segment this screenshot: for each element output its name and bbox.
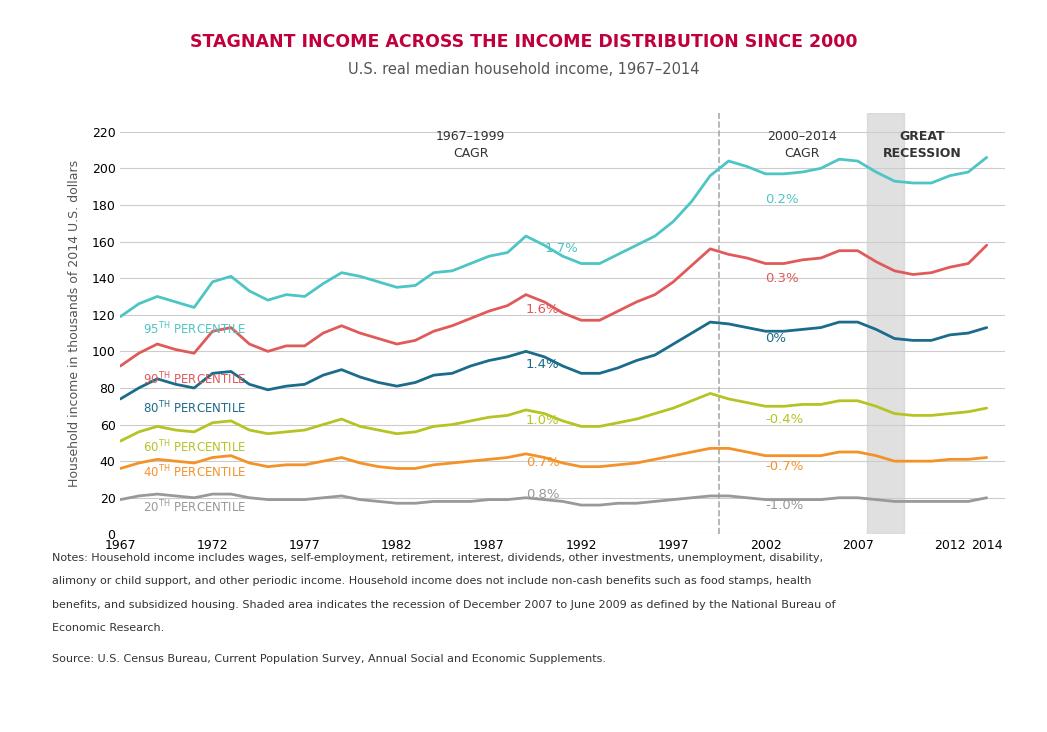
Text: 0%: 0% — [765, 332, 786, 345]
Text: -1.0%: -1.0% — [765, 498, 804, 512]
Text: STAGNANT INCOME ACROSS THE INCOME DISTRIBUTION SINCE 2000: STAGNANT INCOME ACROSS THE INCOME DISTRI… — [190, 33, 857, 51]
Text: Economic Research.: Economic Research. — [52, 623, 164, 633]
Text: 0.7%: 0.7% — [526, 457, 559, 469]
Text: 20$^{\mathsf{TH}}$ PERCENTILE: 20$^{\mathsf{TH}}$ PERCENTILE — [142, 498, 246, 515]
Text: Source: U.S. Census Bureau, Current Population Survey, Annual Social and Economi: Source: U.S. Census Bureau, Current Popu… — [52, 654, 606, 664]
Y-axis label: Household income in thousands of 2014 U.S. dollars: Household income in thousands of 2014 U.… — [68, 160, 81, 488]
Text: 80$^{\mathsf{TH}}$ PERCENTILE: 80$^{\mathsf{TH}}$ PERCENTILE — [142, 400, 246, 417]
Text: 1.6%: 1.6% — [526, 303, 559, 315]
Text: 0.3%: 0.3% — [765, 272, 799, 285]
Text: -0.7%: -0.7% — [765, 460, 804, 473]
Text: GREAT
RECESSION: GREAT RECESSION — [883, 130, 961, 160]
Bar — [867, 113, 904, 534]
Text: 60$^{\mathsf{TH}}$ PERCENTILE: 60$^{\mathsf{TH}}$ PERCENTILE — [142, 438, 246, 455]
Text: U.S. real median household income, 1967–2014: U.S. real median household income, 1967–… — [348, 62, 699, 77]
Text: 95$^{\mathsf{TH}}$ PERCENTILE: 95$^{\mathsf{TH}}$ PERCENTILE — [142, 321, 246, 337]
Text: 40$^{\mathsf{TH}}$ PERCENTILE: 40$^{\mathsf{TH}}$ PERCENTILE — [142, 464, 246, 480]
Text: 90$^{\mathsf{TH}}$ PERCENTILE: 90$^{\mathsf{TH}}$ PERCENTILE — [142, 370, 246, 387]
Text: 0.2%: 0.2% — [765, 193, 799, 206]
Text: 0.8%: 0.8% — [526, 488, 559, 501]
Text: alimony or child support, and other periodic income. Household income does not i: alimony or child support, and other peri… — [52, 576, 811, 586]
Text: benefits, and subsidized housing. Shaded area indicates the recession of Decembe: benefits, and subsidized housing. Shaded… — [52, 600, 836, 610]
Text: 1967–1999
CAGR: 1967–1999 CAGR — [436, 130, 506, 160]
Text: -0.4%: -0.4% — [765, 413, 804, 425]
Text: Notes: Household income includes wages, self-employment, retirement, interest, d: Notes: Household income includes wages, … — [52, 553, 824, 563]
Text: 1.7%: 1.7% — [544, 242, 578, 255]
Text: 1.4%: 1.4% — [526, 358, 559, 370]
Text: 1.0%: 1.0% — [526, 414, 559, 427]
Text: 2000–2014
CAGR: 2000–2014 CAGR — [767, 130, 838, 160]
